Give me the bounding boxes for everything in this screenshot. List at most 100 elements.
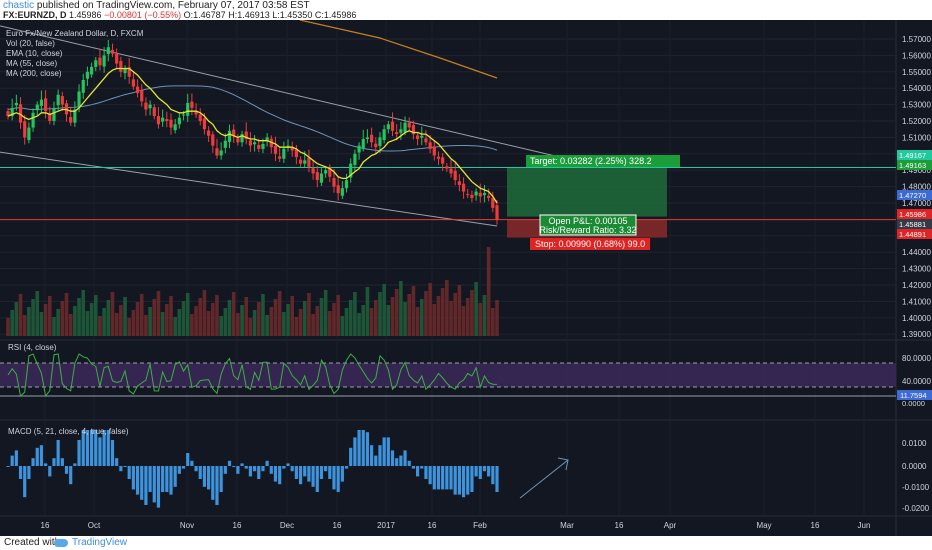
volume-bar — [110, 292, 115, 336]
price-tick-label: 1.54000 — [902, 84, 931, 93]
macd-bar — [428, 466, 432, 485]
candles — [6, 39, 499, 225]
candle-body — [27, 127, 31, 141]
published-text: published on TradingView.com, February 0… — [36, 0, 310, 11]
arrow-annotation[interactable] — [519, 457, 569, 499]
candle-body — [361, 139, 365, 149]
volume-bars — [6, 247, 499, 336]
candle-body — [173, 124, 177, 131]
ohlc-open: O:1.46787 — [183, 10, 226, 20]
candle-body — [14, 102, 18, 106]
volume-bar — [144, 315, 148, 336]
rsi-label: RSI (4, close) — [8, 343, 57, 352]
macd-tick-label: -0.0200 — [902, 504, 930, 513]
candle-body — [44, 98, 48, 112]
volume-bar — [194, 306, 198, 336]
volume-bar — [135, 302, 140, 336]
volume-bar — [328, 311, 332, 336]
macd-bar — [215, 466, 219, 505]
candle-body — [403, 122, 407, 132]
candle-body — [432, 146, 436, 156]
macd-bar — [39, 445, 44, 466]
price-tick-label: 1.53000 — [902, 101, 931, 110]
volume-bar — [210, 303, 215, 336]
candle-body — [144, 102, 148, 110]
volume-bar — [336, 295, 340, 336]
ohlc-close: C:1.45986 — [314, 10, 357, 20]
macd-bar — [81, 430, 85, 466]
candle-body — [365, 137, 370, 140]
macd-bar — [44, 463, 48, 466]
volume-bar — [307, 293, 311, 336]
volume-bar — [357, 313, 361, 336]
symbol-line: FX:EURNZD, D 1.45986 −0.00801 (−0.55%) O… — [3, 10, 356, 21]
legend-ema: EMA (10, close) — [6, 49, 63, 58]
macd-bar — [236, 466, 240, 474]
macd-bar — [461, 466, 466, 498]
candle-body — [123, 68, 127, 74]
candle-body — [453, 170, 457, 181]
candle-body — [278, 156, 282, 159]
volume-bar — [6, 318, 10, 336]
macd-bar — [324, 466, 328, 472]
time-tick-label: Mar — [560, 521, 574, 530]
candle-body — [420, 135, 424, 138]
macd-bar — [294, 466, 298, 479]
candle-body — [89, 66, 94, 75]
macd-bar — [282, 466, 286, 469]
volume-bar — [123, 297, 127, 336]
tradingview-link[interactable]: TradingView — [72, 537, 128, 548]
publish-line: chastic published on TradingView.com, Fe… — [3, 0, 310, 11]
macd-bar — [290, 466, 294, 472]
volume-bar — [382, 284, 386, 336]
price-badge — [897, 209, 932, 219]
candle-body — [127, 67, 131, 77]
macd-bar — [298, 466, 303, 485]
candle-body — [353, 153, 357, 165]
volume-bar — [227, 300, 232, 336]
volume-bar — [457, 285, 462, 336]
candle-body — [466, 194, 470, 196]
volume-bar — [10, 310, 14, 336]
volume-bar — [198, 298, 203, 336]
candle-body — [48, 113, 52, 121]
macd-bar — [361, 430, 365, 466]
price-axis[interactable]: 1.57000 1.56000 1.55000 1.54000 1.53000 1.520… — [902, 35, 931, 339]
legend-vol: Vol (20, false) — [6, 39, 55, 48]
author-link[interactable]: chastic — [3, 0, 35, 11]
candle-body — [470, 194, 474, 199]
macd-bar — [353, 437, 357, 466]
time-tick-label: 16 — [811, 521, 820, 530]
candle-body — [39, 99, 44, 106]
volume-bar — [219, 316, 223, 336]
price-badge-text: 1.49163 — [899, 161, 926, 170]
last-price: 1.45986 — [69, 10, 102, 20]
volume-bar — [470, 290, 474, 336]
candle-body — [227, 130, 232, 142]
volume-bar — [93, 295, 98, 336]
candle-body — [311, 168, 315, 174]
time-tick-label: 2017 — [377, 521, 395, 530]
volume-bar — [282, 312, 286, 336]
price-tick-label: 1.51000 — [902, 133, 931, 142]
time-axis[interactable]: 16 Oct Nov 16 Dec 16 2017 16 Feb Mar 16 Apr May 16 Jun — [41, 521, 871, 530]
macd-bar — [328, 466, 332, 479]
channel-lower-line[interactable] — [0, 151, 498, 227]
macd-bar — [420, 466, 424, 469]
macd-bar — [131, 466, 135, 490]
price-badge — [897, 150, 932, 160]
macd-bar — [198, 466, 202, 479]
macd-bar — [60, 458, 64, 466]
channel-upper-line[interactable] — [0, 25, 568, 160]
time-tick-label: 16 — [428, 521, 437, 530]
macd-bar — [257, 466, 261, 479]
macd-bar — [457, 466, 461, 495]
macd-bar — [186, 453, 190, 466]
chart-area[interactable]: Target: 0.03282 (2.25%) 328.2 Open P&L: … — [0, 19, 932, 536]
position-target-zone[interactable] — [507, 167, 667, 217]
macd-bar — [340, 466, 344, 482]
time-tick-label: 16 — [41, 521, 50, 530]
chart-svg[interactable]: Target: 0.03282 (2.25%) 328.2 Open P&L: … — [0, 19, 932, 536]
macd-bar — [73, 463, 77, 466]
